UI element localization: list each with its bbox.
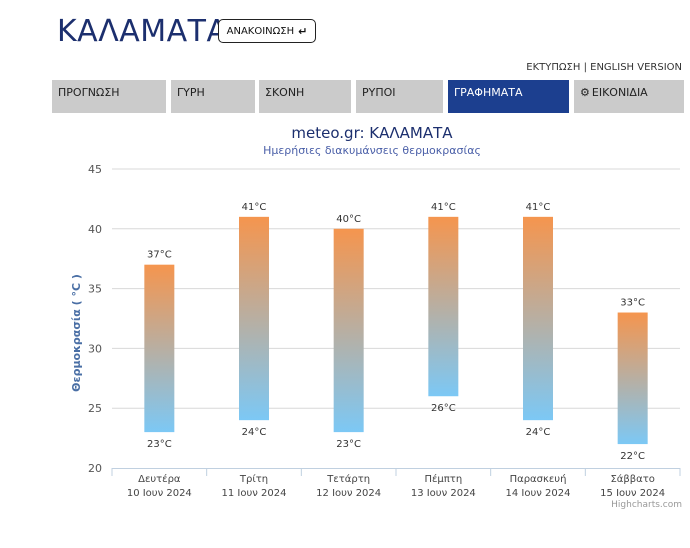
x-tick-label-day: Τρίτη bbox=[239, 473, 268, 485]
high-value-label: 41°C bbox=[526, 202, 551, 213]
y-axis-title: Θερμοκρασία ( °C ) bbox=[70, 274, 83, 392]
english-version-link[interactable]: ENGLISH VERSION bbox=[590, 62, 682, 73]
tab-label: ΣΚΟΝΗ bbox=[265, 86, 305, 99]
x-tick-label-day: Τετάρτη bbox=[326, 473, 370, 485]
temperature-range-bar[interactable] bbox=[333, 228, 364, 433]
x-tick-label-date: 14 Ιουν 2024 bbox=[506, 488, 571, 499]
temperature-range-bar[interactable] bbox=[617, 312, 648, 445]
announcement-button[interactable]: ΑΝΑΚΟΙΝΩΣΗ ↵ bbox=[218, 19, 316, 43]
y-tick-label: 35 bbox=[88, 283, 102, 296]
temperature-range-bar[interactable] bbox=[144, 264, 175, 433]
tab-widgets[interactable]: ⚙ ΕΙΚΟΝΙΔΙΑ bbox=[574, 80, 684, 113]
low-value-label: 23°C bbox=[147, 439, 172, 450]
tab-label: ΠΡΟΓΝΩΣΗ bbox=[58, 86, 120, 99]
x-tick-label-date: 11 Ιουν 2024 bbox=[222, 488, 287, 499]
tab-label: ΡΥΠΟΙ bbox=[362, 86, 396, 99]
temperature-range-bar[interactable] bbox=[428, 216, 459, 397]
tab-label: ΓΥΡΗ bbox=[177, 86, 205, 99]
temperature-range-bar[interactable] bbox=[239, 216, 269, 421]
low-value-label: 22°C bbox=[620, 451, 645, 462]
chart-title: meteo.gr: ΚΑΛΑΜΑΤΑ bbox=[291, 124, 453, 142]
x-tick-label-day: Πέμπτη bbox=[424, 473, 462, 485]
x-tick-label-day: Σάββατο bbox=[610, 473, 654, 485]
low-value-label: 26°C bbox=[431, 403, 456, 414]
high-value-label: 37°C bbox=[147, 250, 172, 261]
y-tick-label: 45 bbox=[88, 163, 102, 176]
x-tick-label-date: 10 Ιουν 2024 bbox=[127, 488, 192, 499]
low-value-label: 23°C bbox=[336, 439, 361, 450]
tab-pollutants[interactable]: ΡΥΠΟΙ bbox=[356, 80, 443, 113]
x-tick-label-day: Παρασκευή bbox=[510, 473, 567, 485]
tab-pollen[interactable]: ΓΥΡΗ bbox=[171, 80, 255, 113]
high-value-label: 41°C bbox=[242, 202, 267, 213]
top-links: ΕΚΤΥΠΩΣΗ | ENGLISH VERSION bbox=[526, 62, 682, 73]
link-separator: | bbox=[583, 62, 587, 73]
x-tick-label-date: 12 Ιουν 2024 bbox=[316, 488, 381, 499]
temperature-chart: meteo.gr: ΚΑΛΑΜΑΤΑ Ημερήσιες διακυμάνσει… bbox=[70, 124, 681, 499]
arrow-return-icon: ↵ bbox=[298, 24, 308, 38]
high-value-label: 33°C bbox=[620, 298, 645, 309]
print-link[interactable]: ΕΚΤΥΠΩΣΗ bbox=[526, 62, 581, 73]
gear-icon: ⚙ bbox=[580, 86, 590, 99]
tab-label: ΓΡΑΦΗΜΑΤΑ bbox=[454, 86, 523, 99]
high-value-label: 41°C bbox=[431, 202, 456, 213]
page-title: ΚΑΛΑΜΑΤΑ bbox=[57, 14, 228, 49]
x-tick-label-date: 15 Ιουν 2024 bbox=[600, 488, 665, 499]
x-tick-label-day: Δευτέρα bbox=[138, 473, 181, 485]
low-value-label: 24°C bbox=[526, 427, 551, 438]
tab-dust[interactable]: ΣΚΟΝΗ bbox=[259, 80, 351, 113]
chart-credits[interactable]: Highcharts.com bbox=[611, 500, 682, 510]
y-tick-label: 30 bbox=[88, 342, 102, 355]
low-value-label: 24°C bbox=[242, 427, 267, 438]
announcement-label: ΑΝΑΚΟΙΝΩΣΗ bbox=[226, 25, 295, 37]
y-tick-label: 20 bbox=[88, 462, 102, 475]
high-value-label: 40°C bbox=[336, 214, 361, 225]
x-tick-label-date: 13 Ιουν 2024 bbox=[411, 488, 476, 499]
tab-charts[interactable]: ΓΡΑΦΗΜΑΤΑ bbox=[448, 80, 569, 113]
tab-label: ΕΙΚΟΝΙΔΙΑ bbox=[591, 86, 648, 99]
tab-forecast[interactable]: ΠΡΟΓΝΩΣΗ bbox=[52, 80, 166, 113]
y-tick-label: 40 bbox=[88, 223, 102, 236]
temperature-range-bar[interactable] bbox=[523, 216, 553, 421]
chart-subtitle: Ημερήσιες διακυμάνσεις θερμοκρασίας bbox=[263, 144, 481, 157]
y-tick-label: 25 bbox=[88, 402, 102, 415]
